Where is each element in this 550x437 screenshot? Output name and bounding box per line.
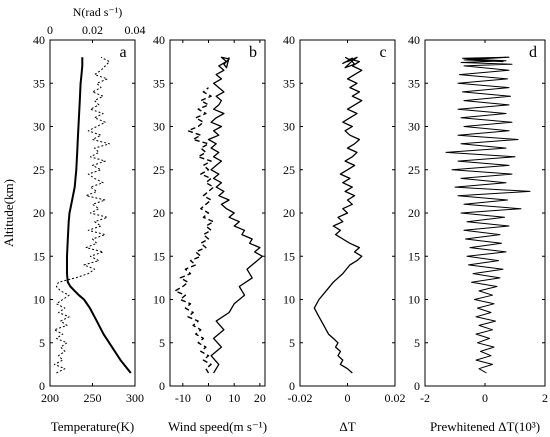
ytick-label: 0 xyxy=(159,379,165,393)
xtick-label: 0.02 xyxy=(385,391,406,405)
ytick-label: 5 xyxy=(289,336,295,350)
x-axis-label: Prewhitened ΔT(10³) xyxy=(430,419,540,434)
series-line-dotted xyxy=(53,56,110,374)
plot-frame xyxy=(299,39,396,387)
ytick-label: 5 xyxy=(414,336,420,350)
ytick-label: 30 xyxy=(283,120,295,134)
series-line-solid xyxy=(207,56,264,374)
ytick-label: 10 xyxy=(408,293,420,307)
ytick-label: 10 xyxy=(33,293,45,307)
xtick-label: 2 xyxy=(542,391,548,405)
plot-frame xyxy=(169,39,266,387)
xtick-label: 250 xyxy=(84,391,102,405)
ytick-label: 35 xyxy=(283,76,295,90)
xtick-label: 0 xyxy=(345,391,351,405)
ytick-label: 35 xyxy=(408,76,420,90)
ytick-label: 15 xyxy=(33,249,45,263)
series-line-solid xyxy=(445,56,531,374)
ytick-label: 0 xyxy=(414,379,420,393)
ytick-label: 40 xyxy=(408,33,420,47)
plot-frame xyxy=(49,39,136,387)
panel-label: c xyxy=(379,44,386,61)
ytick-label: 40 xyxy=(153,33,165,47)
ytick-label: 5 xyxy=(39,336,45,350)
ytick-label: 15 xyxy=(153,249,165,263)
ytick-label: 10 xyxy=(283,293,295,307)
x-axis-label: ΔT xyxy=(339,419,355,434)
top-xtick-label: 0.04 xyxy=(125,23,146,37)
plot-frame xyxy=(424,39,546,387)
xtick-label: -10 xyxy=(175,391,191,405)
ytick-label: 15 xyxy=(283,249,295,263)
ytick-label: 15 xyxy=(408,249,420,263)
ytick-label: 0 xyxy=(289,379,295,393)
xtick-label: -2 xyxy=(420,391,430,405)
panel-label: a xyxy=(119,44,126,61)
ytick-label: 30 xyxy=(153,120,165,134)
ytick-label: 25 xyxy=(283,163,295,177)
ytick-label: 25 xyxy=(408,163,420,177)
x-axis-label: Wind speed(m s⁻¹) xyxy=(168,419,267,434)
ytick-label: 5 xyxy=(159,336,165,350)
xtick-label: 0 xyxy=(206,391,212,405)
panel-label: b xyxy=(249,44,257,61)
xtick-label: 0 xyxy=(482,391,488,405)
ytick-label: 30 xyxy=(408,120,420,134)
ytick-label: 20 xyxy=(283,206,295,220)
panel-label: d xyxy=(529,44,537,61)
series-line-dashed xyxy=(174,87,215,374)
xtick-label: 200 xyxy=(41,391,59,405)
ytick-label: 20 xyxy=(33,206,45,220)
ytick-label: 20 xyxy=(408,206,420,220)
ytick-label: 40 xyxy=(283,33,295,47)
ytick-label: 35 xyxy=(33,76,45,90)
ytick-label: 40 xyxy=(33,33,45,47)
series-line-solid xyxy=(66,57,132,374)
panel-b: 0 5 10 15 20 25 30 35 40 -10 0 10 20 b Wind speed(m s⁻… xyxy=(153,33,267,434)
y-axis-label: Altitude(km) xyxy=(1,179,16,247)
ytick-label: 0 xyxy=(39,379,45,393)
top-xtick-label: 0.02 xyxy=(82,23,103,37)
ytick-label: 35 xyxy=(153,76,165,90)
ytick-label: 25 xyxy=(33,163,45,177)
ytick-label: 30 xyxy=(33,120,45,134)
xtick-label: 300 xyxy=(126,391,144,405)
top-xtick-label: 0 xyxy=(47,23,53,37)
ytick-label: 10 xyxy=(153,293,165,307)
series-line-solid xyxy=(313,56,363,374)
ytick-label: 25 xyxy=(153,163,165,177)
ytick-label: 20 xyxy=(153,206,165,220)
panel-a: 0 5 10 15 20 25 30 35 40 200 250 300 0 0.02 0.04N(rad … xyxy=(1,5,146,434)
xtick-label: 10 xyxy=(228,391,240,405)
xtick-label: -0.02 xyxy=(288,391,313,405)
xtick-label: 20 xyxy=(254,391,266,405)
x-axis-label: Temperature(K) xyxy=(51,419,135,434)
top-axis-label: N(rad s⁻¹) xyxy=(73,5,123,19)
